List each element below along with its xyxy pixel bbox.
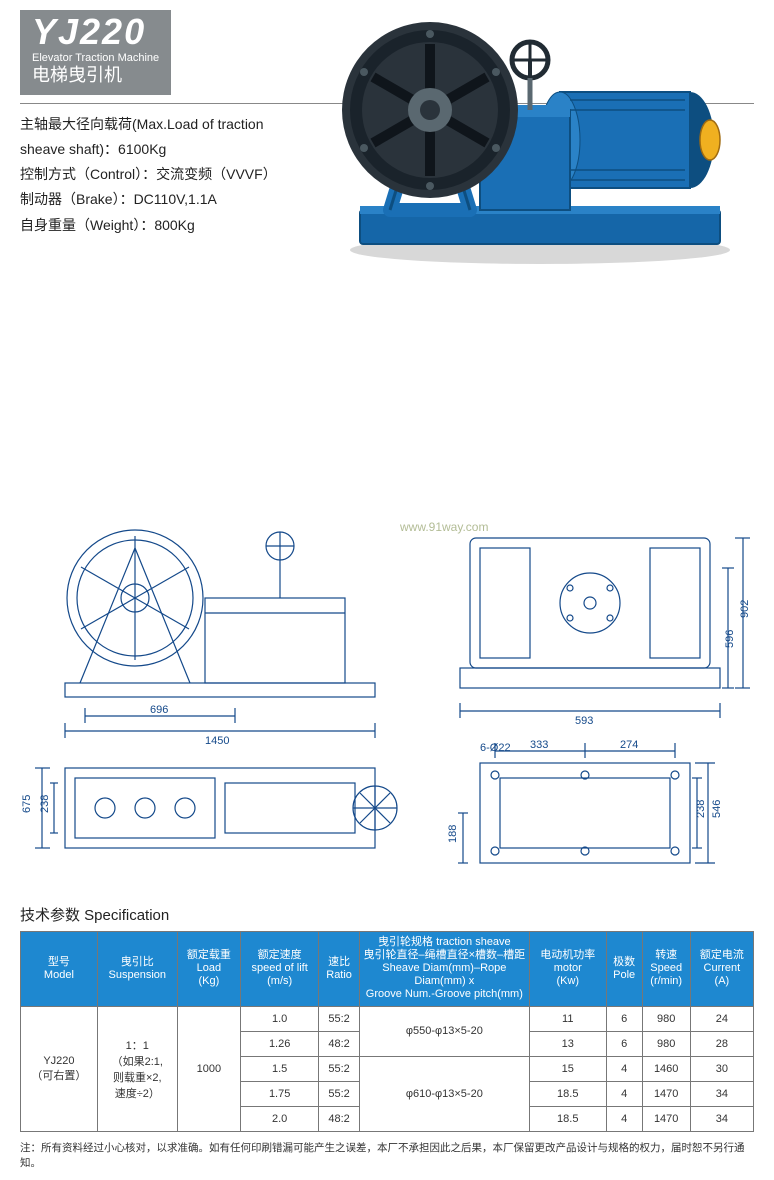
- cell-ratio: 48:2: [319, 1106, 360, 1131]
- cell-pole: 4: [606, 1081, 642, 1106]
- cell-pole: 4: [606, 1056, 642, 1081]
- dim-label: 696: [150, 704, 168, 716]
- cell-motor: 11: [529, 1006, 606, 1031]
- cell-current: 28: [690, 1031, 753, 1056]
- cell-motor: 18.5: [529, 1081, 606, 1106]
- cell-suspension: 1：1（如果2:1,则载重×2,速度÷2）: [97, 1006, 177, 1131]
- dim-label: 274: [620, 739, 638, 751]
- spec-section-title: 技术参数 Specification: [20, 904, 754, 925]
- cell-rpm: 1470: [642, 1081, 690, 1106]
- dim-label: 188: [447, 824, 459, 842]
- model-badge: YJ220 Elevator Traction Machine 电梯曳引机: [20, 10, 171, 95]
- subtitle-cn: 电梯曳引机: [32, 65, 159, 87]
- th-model: 型号Model: [21, 931, 98, 1006]
- subtitle-en: Elevator Traction Machine: [32, 52, 159, 65]
- product-image: [330, 10, 750, 270]
- dim-label: 902: [739, 599, 751, 617]
- cell-current: 34: [690, 1081, 753, 1106]
- cell-pole: 6: [606, 1006, 642, 1031]
- cell-speed: 1.0: [240, 1006, 318, 1031]
- cell-rpm: 1470: [642, 1106, 690, 1131]
- table-body: YJ220（可右置） 1：1（如果2:1,则载重×2,速度÷2） 1000 1.…: [21, 1006, 754, 1131]
- dim-label: 546: [711, 799, 723, 817]
- th-current: 额定电流Current(A): [690, 931, 753, 1006]
- cell-load: 1000: [177, 1006, 240, 1131]
- cell-rpm: 1460: [642, 1056, 690, 1081]
- cell-speed: 2.0: [240, 1106, 318, 1131]
- cell-rpm: 980: [642, 1031, 690, 1056]
- cell-current: 30: [690, 1056, 753, 1081]
- th-suspension: 曳引比Suspension: [97, 931, 177, 1006]
- cell-rpm: 980: [642, 1006, 690, 1031]
- dim-label: 238: [39, 794, 51, 812]
- dim-label: 333: [530, 739, 548, 751]
- cell-motor: 15: [529, 1056, 606, 1081]
- dim-label: 1450: [205, 735, 229, 747]
- cell-ratio: 55:2: [319, 1056, 360, 1081]
- cell-speed: 1.26: [240, 1031, 318, 1056]
- th-motor: 电动机功率motor(Kw): [529, 931, 606, 1006]
- th-speed: 额定速度speed of lift(m/s): [240, 931, 318, 1006]
- th-load: 额定载重Load(Kg): [177, 931, 240, 1006]
- model-number: YJ220: [32, 14, 159, 50]
- dim-label: 593: [575, 715, 593, 727]
- cell-model: YJ220（可右置）: [21, 1006, 98, 1131]
- th-pole: 极数Pole: [606, 931, 642, 1006]
- cell-ratio: 48:2: [319, 1031, 360, 1056]
- cell-motor: 18.5: [529, 1106, 606, 1131]
- specification-table: 型号Model 曳引比Suspension 额定载重Load(Kg) 额定速度s…: [20, 931, 754, 1132]
- watermark: www.91way.com: [400, 520, 488, 534]
- technical-drawings: 696 1450 593: [20, 518, 754, 878]
- cell-current: 34: [690, 1106, 753, 1131]
- cell-current: 24: [690, 1006, 753, 1031]
- table-header-row: 型号Model 曳引比Suspension 额定载重Load(Kg) 额定速度s…: [21, 931, 754, 1006]
- cell-sheave: φ610-φ13×5-20: [359, 1056, 529, 1131]
- cell-pole: 4: [606, 1106, 642, 1131]
- cell-speed: 1.75: [240, 1081, 318, 1106]
- dim-label: 238: [695, 799, 707, 817]
- th-ratio: 速比Ratio: [319, 931, 360, 1006]
- cell-sheave: φ550-φ13×5-20: [359, 1006, 529, 1056]
- cell-speed: 1.5: [240, 1056, 318, 1081]
- table-row: YJ220（可右置） 1：1（如果2:1,则载重×2,速度÷2） 1000 1.…: [21, 1006, 754, 1031]
- cell-ratio: 55:2: [319, 1006, 360, 1031]
- cell-pole: 6: [606, 1031, 642, 1056]
- dim-label: 596: [724, 629, 736, 647]
- cell-motor: 13: [529, 1031, 606, 1056]
- th-sheave: 曳引轮规格 traction sheave曳引轮直径–绳槽直径×槽数–槽距She…: [359, 931, 529, 1006]
- cell-ratio: 55:2: [319, 1081, 360, 1106]
- th-rpm: 转速Speed(r/min): [642, 931, 690, 1006]
- footnote: 注：所有资料经过小心核对，以求准确。如有任何印刷错漏可能产生之误差，本厂不承担因…: [20, 1140, 754, 1170]
- dim-label: 675: [21, 794, 33, 812]
